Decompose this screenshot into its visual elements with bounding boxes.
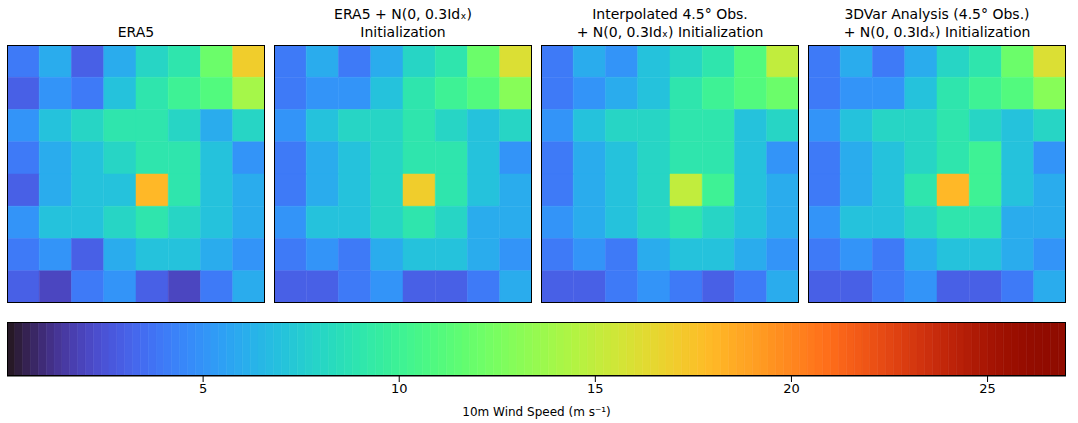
svg-text:20: 20	[783, 381, 800, 396]
svg-text:15: 15	[587, 381, 604, 396]
html-text:+ N(0, 0.3Idₓ) Initialization: + N(0, 0.3Idₓ) Initialization	[843, 24, 1031, 40]
svg-text:10: 10	[391, 381, 408, 396]
html-text:+ N(0, 0.3Idₓ) Initialization: + N(0, 0.3Idₓ) Initialization	[576, 24, 764, 40]
html-text:Initialization: Initialization	[360, 24, 446, 40]
html-text:ERA5: ERA5	[117, 24, 155, 40]
html-text:ERA5 + N(0, 0.3Idₓ): ERA5 + N(0, 0.3Idₓ)	[334, 6, 472, 22]
svg-text:10m Wind Speed (m s⁻¹): 10m Wind Speed (m s⁻¹)	[462, 405, 610, 419]
html-text:3DVar Analysis (4.5° Obs.): 3DVar Analysis (4.5° Obs.)	[844, 6, 1030, 22]
svg-text:5: 5	[199, 381, 207, 396]
svg-text:25: 25	[979, 381, 996, 396]
html-text:Interpolated 4.5° Obs.: Interpolated 4.5° Obs.	[592, 6, 748, 22]
